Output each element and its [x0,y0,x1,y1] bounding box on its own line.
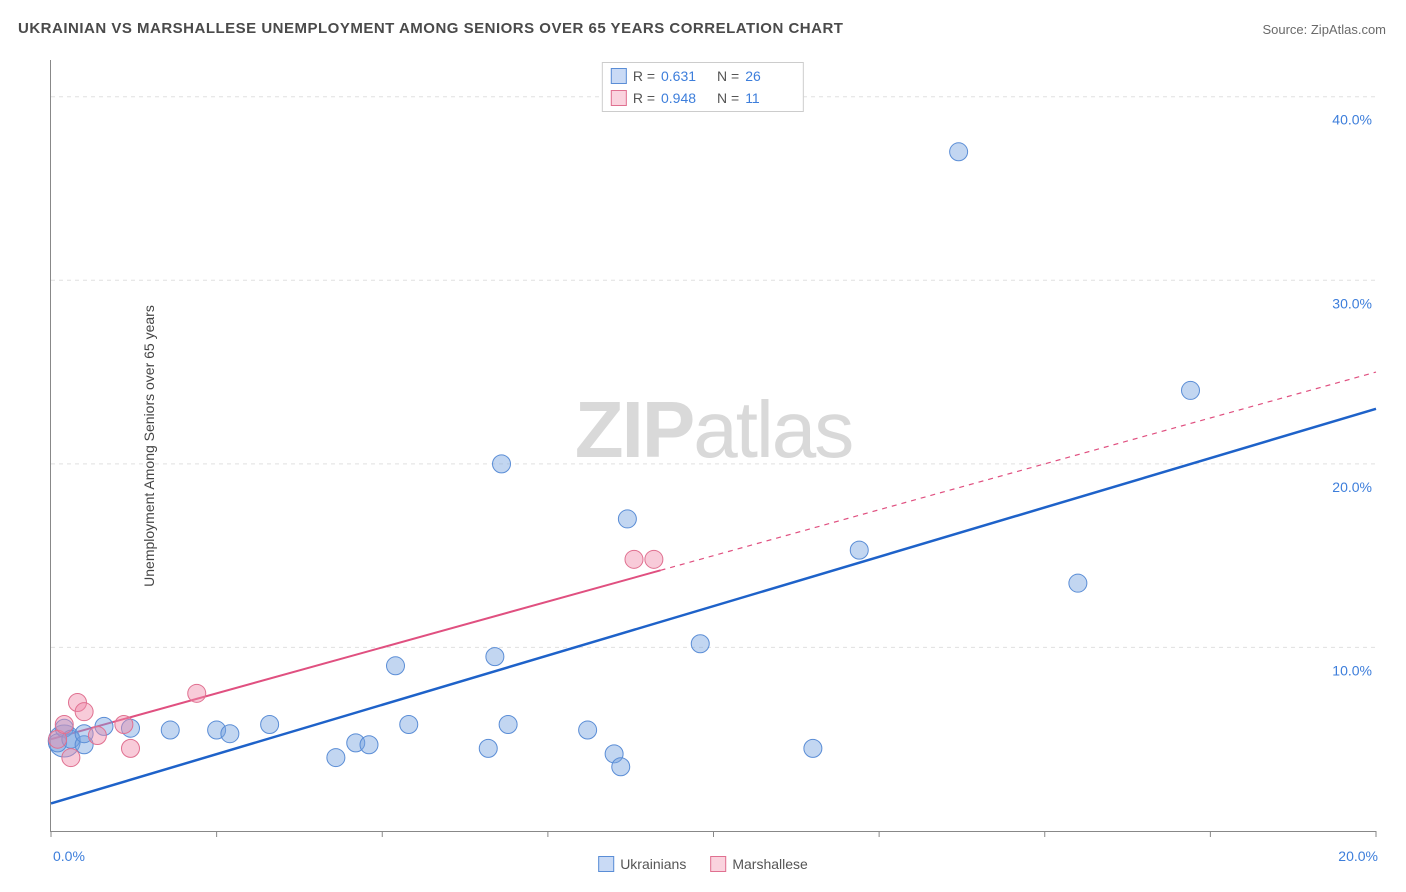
chart-title: UKRAINIAN VS MARSHALLESE UNEMPLOYMENT AM… [18,20,843,37]
swatch-icon [710,856,726,872]
n-value: 11 [745,87,795,109]
stat-label: R = [633,65,655,87]
svg-text:10.0%: 10.0% [1332,662,1372,678]
legend-item-marshallese: Marshallese [710,856,807,872]
swatch-icon [598,856,614,872]
svg-text:40.0%: 40.0% [1332,112,1372,128]
legend-label: Ukrainians [620,856,686,872]
stat-label: N = [717,65,739,87]
scatter-chart: 10.0%20.0%30.0%40.0%0.0%20.0% [51,60,1376,831]
stat-label: N = [717,87,739,109]
svg-text:0.0%: 0.0% [53,848,85,864]
r-value: 0.948 [661,87,711,109]
plot-area: 10.0%20.0%30.0%40.0%0.0%20.0% ZIPatlas [50,60,1376,832]
swatch-icon [611,90,627,106]
swatch-icon [611,68,627,84]
stats-row-ukrainians: R = 0.631 N = 26 [611,65,795,87]
correlation-stats-box: R = 0.631 N = 26 R = 0.948 N = 11 [602,62,804,112]
svg-text:20.0%: 20.0% [1338,848,1378,864]
stat-label: R = [633,87,655,109]
legend-item-ukrainians: Ukrainians [598,856,686,872]
stats-row-marshallese: R = 0.948 N = 11 [611,87,795,109]
n-value: 26 [745,65,795,87]
legend-label: Marshallese [732,856,807,872]
svg-text:30.0%: 30.0% [1332,295,1372,311]
source-attribution: Source: ZipAtlas.com [1262,22,1386,37]
svg-text:20.0%: 20.0% [1332,479,1372,495]
r-value: 0.631 [661,65,711,87]
chart-legend: Ukrainians Marshallese [598,856,808,872]
